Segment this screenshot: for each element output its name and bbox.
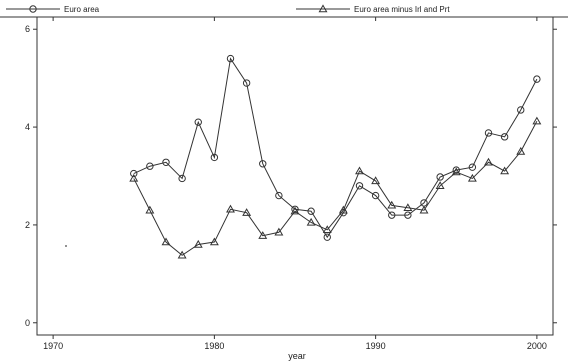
data-point (355, 182, 364, 190)
data-point (146, 162, 154, 170)
data-point (435, 181, 445, 189)
data-point (387, 200, 397, 209)
data-point (226, 204, 235, 213)
legend-item-2: Euro area minus Irl and Prt (296, 4, 450, 14)
legend: Euro area Euro area minus Irl and Prt (6, 4, 450, 14)
data-point (419, 205, 429, 214)
stray-dot (65, 245, 67, 247)
data-point (177, 250, 187, 259)
axes: 1970 1980 1990 2000 0 2 4 6 (25, 17, 557, 351)
series-line (133, 57, 538, 239)
data-point (307, 207, 315, 215)
data-point (532, 116, 542, 125)
data-point (500, 166, 510, 175)
data-point (178, 174, 186, 183)
data-point (306, 217, 316, 226)
data-point (323, 233, 331, 241)
data-point (404, 211, 412, 219)
data-point (468, 163, 477, 171)
x-tick-label: 2000 (527, 341, 547, 351)
data-point (193, 239, 203, 248)
data-point (517, 106, 525, 114)
series-line (133, 120, 538, 256)
y-tick-label: 4 (25, 122, 30, 132)
y-tick-label: 0 (25, 318, 30, 328)
data-point (274, 227, 284, 236)
data-point (388, 211, 396, 219)
data-point (452, 166, 460, 174)
series-1 (130, 54, 541, 241)
x-tick-label: 1990 (366, 341, 386, 351)
legend-item-1: Euro area (6, 5, 100, 14)
series-2 (129, 116, 542, 259)
data-point (451, 167, 461, 176)
data-point (194, 118, 202, 126)
data-point (290, 206, 300, 215)
data-point (210, 153, 219, 162)
data-point (467, 173, 477, 182)
series-layer (65, 54, 542, 259)
x-tick-label: 1970 (43, 341, 63, 351)
data-point (484, 157, 493, 166)
data-point (226, 54, 235, 63)
data-point (403, 203, 413, 211)
legend-label: Euro area (64, 5, 100, 14)
data-point (371, 191, 380, 200)
data-point (259, 160, 267, 168)
data-point (533, 75, 541, 83)
data-point (291, 205, 299, 213)
data-point (242, 79, 251, 87)
legend-marker (318, 4, 328, 13)
y-tick-label: 6 (25, 24, 30, 34)
data-point (145, 205, 155, 214)
data-point (161, 237, 171, 246)
data-point (322, 225, 332, 234)
data-point (338, 205, 348, 214)
data-point (209, 237, 219, 246)
y-tick-label: 2 (25, 220, 30, 230)
legend-label: Euro area minus Irl and Prt (354, 5, 450, 14)
data-point (129, 173, 139, 182)
data-point (516, 146, 526, 155)
data-point (436, 173, 444, 181)
data-point (162, 158, 170, 167)
plot-frame (36, 16, 554, 336)
data-point (371, 176, 381, 185)
x-axis-title: year (288, 351, 306, 361)
data-point (484, 129, 493, 137)
data-point (242, 208, 252, 216)
legend-marker (29, 5, 37, 13)
data-point (355, 166, 364, 175)
data-point (130, 169, 138, 178)
data-point (258, 231, 268, 239)
x-tick-label: 1980 (204, 341, 224, 351)
data-point (275, 191, 283, 200)
data-point (500, 133, 509, 141)
